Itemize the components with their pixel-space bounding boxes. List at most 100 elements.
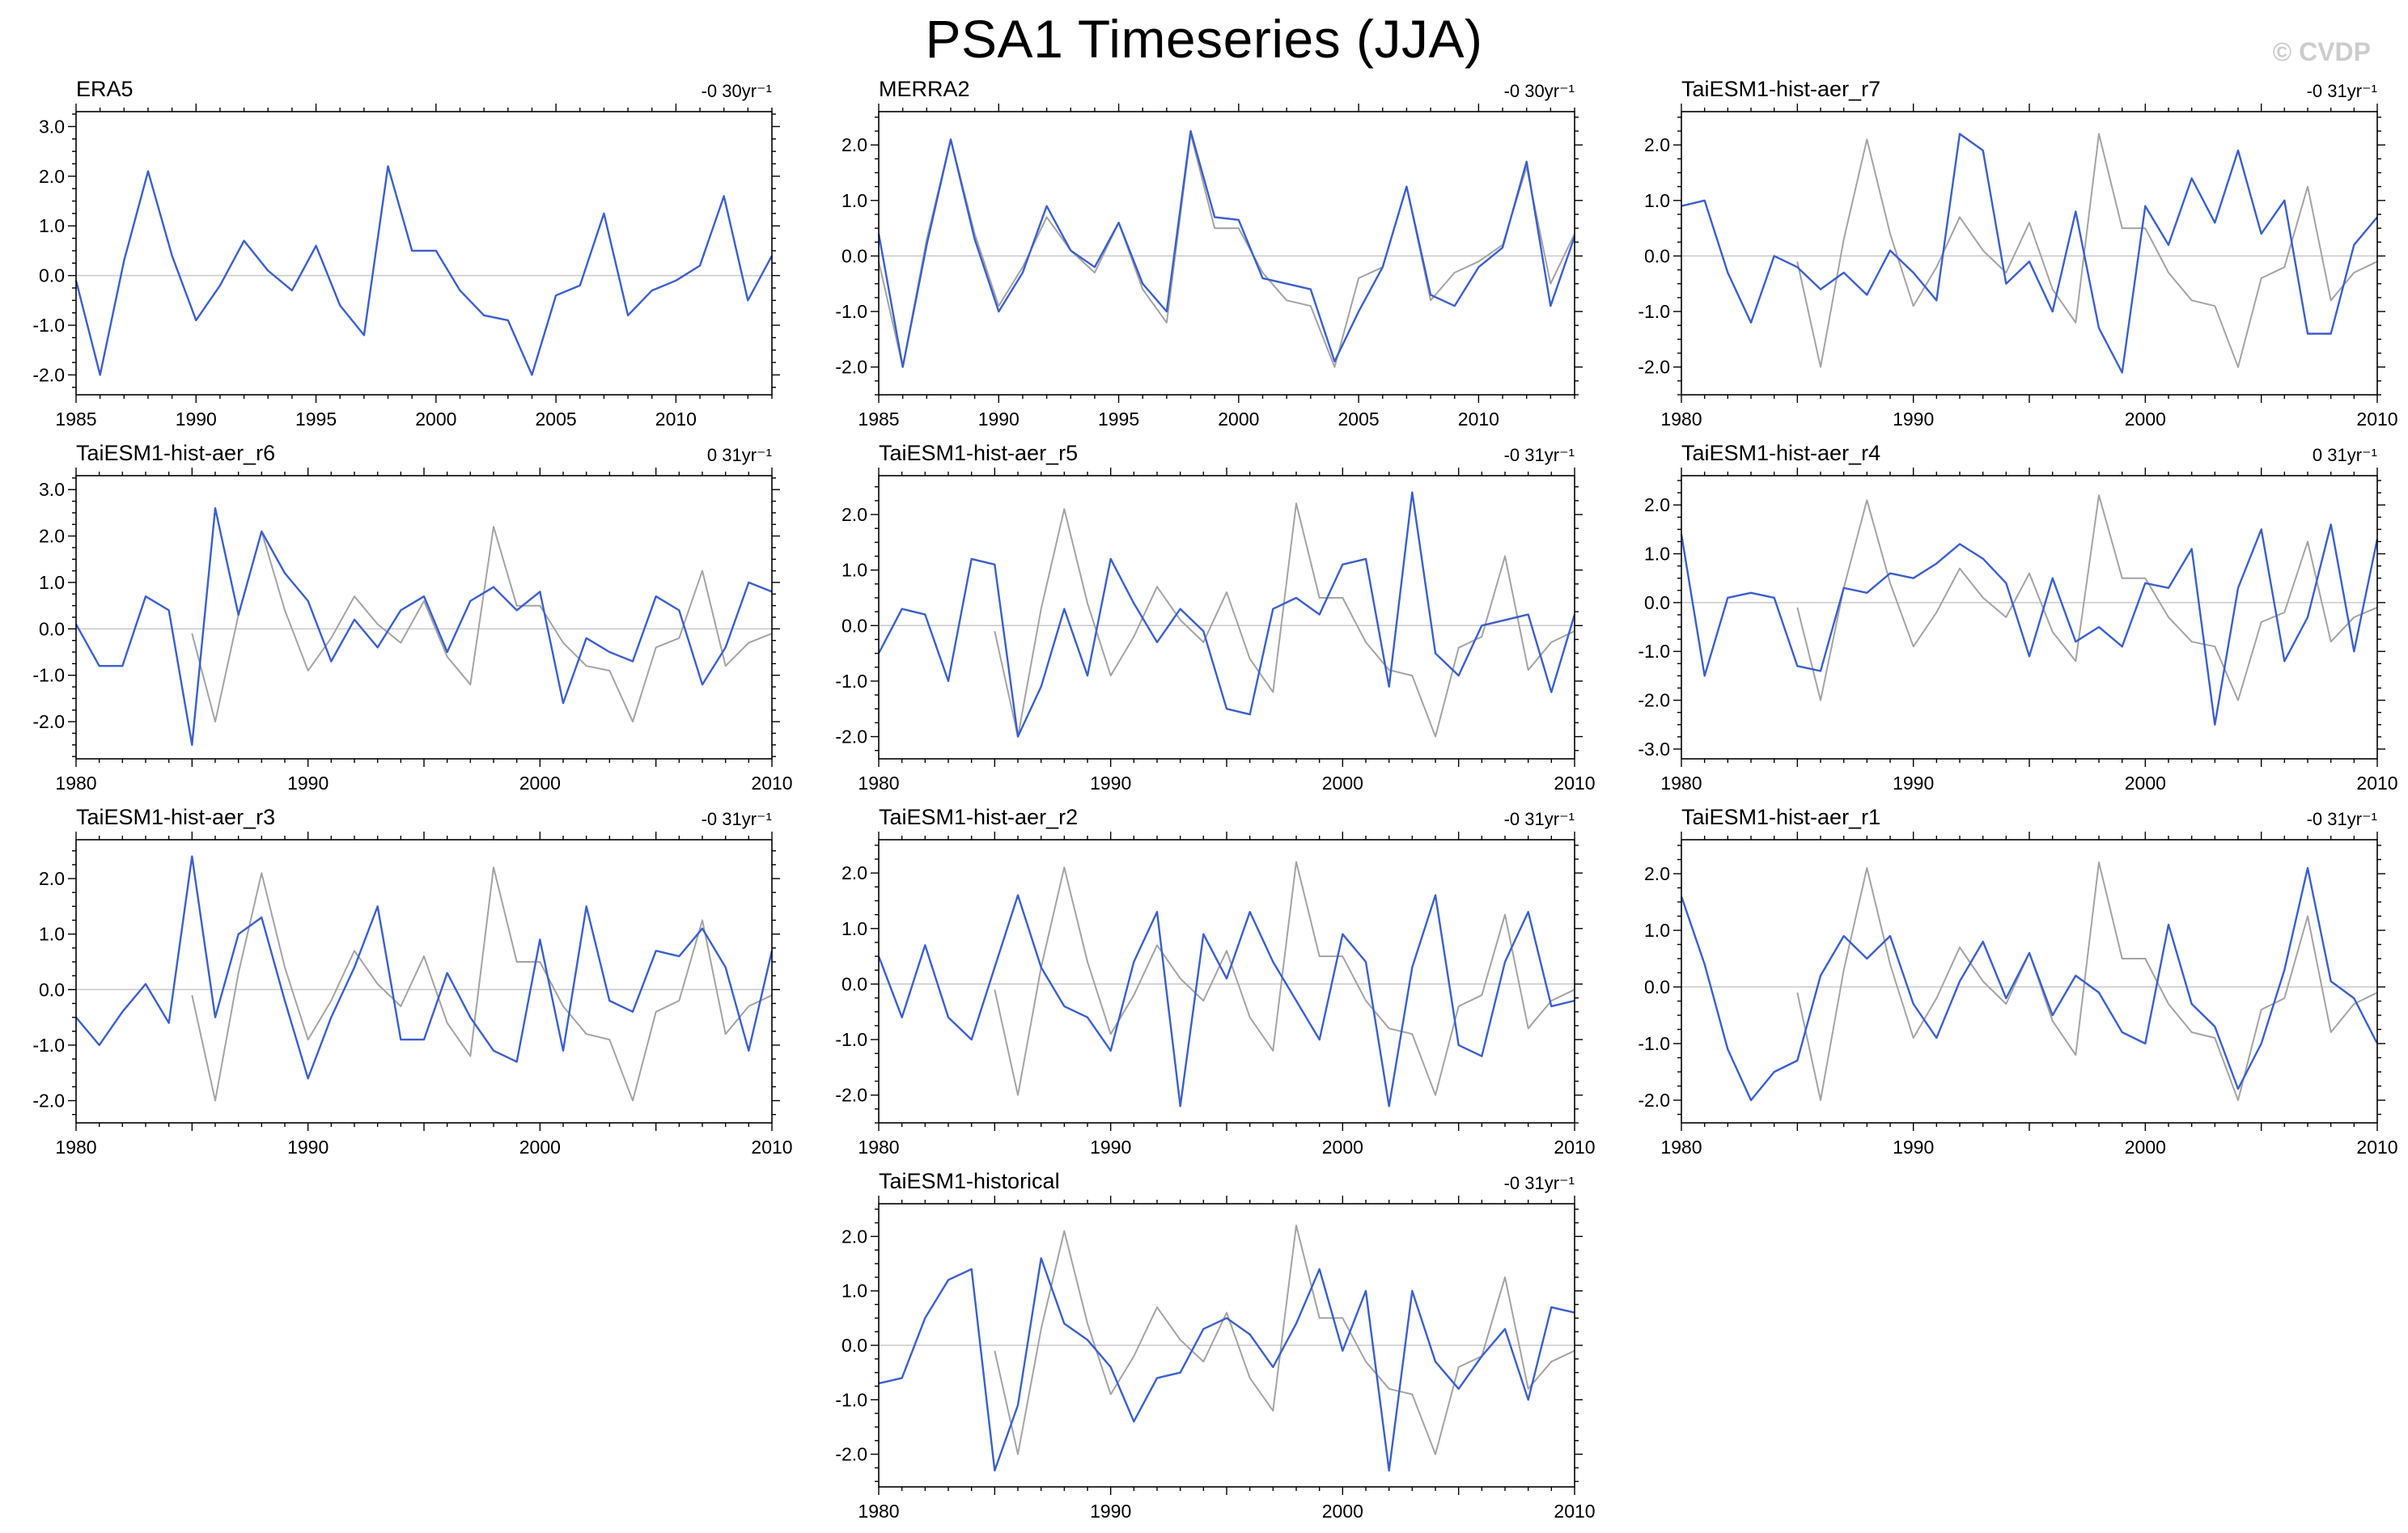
trend-label: -0 31yr⁻¹ [701,809,772,829]
svg-text:2000: 2000 [2125,1137,2166,1158]
svg-text:2.0: 2.0 [39,166,65,187]
svg-text:-2.0: -2.0 [835,357,867,378]
svg-text:2010: 2010 [1554,1501,1595,1522]
svg-text:1995: 1995 [295,409,337,430]
svg-text:2010: 2010 [1458,409,1499,430]
panel-title: TaiESM1-hist-aer_r4 [1681,441,1881,465]
svg-text:1995: 1995 [1098,409,1139,430]
svg-text:0.0: 0.0 [1644,976,1670,997]
panel-title: TaiESM1-hist-aer_r1 [1681,805,1881,829]
svg-text:0.0: 0.0 [1644,592,1670,613]
svg-text:1990: 1990 [287,1137,329,1158]
svg-text:2.0: 2.0 [39,526,65,547]
timeseries-plot: 1980 1990 2000 2010 -2.0 -1.0 0.0 1.0 2.0 [1638,104,2398,430]
svg-text:1980: 1980 [55,1137,96,1158]
svg-text:1.0: 1.0 [1644,920,1670,941]
svg-text:2.0: 2.0 [842,862,867,883]
timeseries-plot: 1980 1990 2000 2010 -2.0 -1.0 0.0 1.0 2.0 [835,1196,1596,1522]
svg-text:1990: 1990 [287,773,329,794]
svg-text:0.0: 0.0 [842,615,867,636]
svg-text:1990: 1990 [978,409,1020,430]
chart-panel: TaiESM1-hist-aer_r2 -0 31yr⁻¹ 1980 1990 20… [803,801,1605,1165]
svg-text:2000: 2000 [519,1137,561,1158]
svg-text:1.0: 1.0 [842,1281,867,1302]
svg-text:-1.0: -1.0 [1638,1033,1670,1054]
timeseries-plot: 1980 1990 2000 2010 -2.0 -1.0 0.0 1.0 2.0 [835,468,1596,794]
svg-text:3.0: 3.0 [39,116,65,137]
svg-text:2010: 2010 [1554,773,1595,794]
svg-text:2005: 2005 [1338,409,1380,430]
trend-label: -0 31yr⁻¹ [1503,1173,1575,1193]
svg-text:1.0: 1.0 [842,918,867,939]
svg-text:2000: 2000 [415,409,456,430]
svg-text:1980: 1980 [858,1137,899,1158]
svg-text:0.0: 0.0 [39,618,65,639]
timeseries-plot: 1985 1990 1995 2000 2005 2010 -2.0 -1.0 0.0 1.0 2.… [835,104,1583,430]
panel-header: ERA5 -0 30yr⁻¹ [76,73,772,100]
panel-header: MERRA2 -0 30yr⁻¹ [879,73,1575,100]
svg-text:1980: 1980 [858,1501,899,1522]
svg-text:1.0: 1.0 [39,215,65,236]
panel-header: TaiESM1-hist-aer_r7 -0 31yr⁻¹ [1681,73,2377,100]
panel-title: TaiESM1-hist-aer_r2 [879,805,1079,829]
svg-text:1990: 1990 [1090,773,1131,794]
chart-panel: MERRA2 -0 30yr⁻¹ 1985 1990 1995 2000 2005 201… [803,73,1605,437]
timeseries-plot: 1980 1990 2000 2010 -2.0 -1.0 0.0 1.0 2.0 [1638,832,2398,1158]
svg-text:1985: 1985 [858,409,899,430]
svg-text:2010: 2010 [655,409,697,430]
svg-text:0.0: 0.0 [842,245,867,266]
timeseries-plot: 1980 1990 2000 2010 -3.0 -2.0 -1.0 0.0 1.0 2.0 [1638,468,2398,794]
page-title: PSA1 Timeseries (JJA) [925,9,1483,69]
panel-header: TaiESM1-hist-aer_r5 -0 31yr⁻¹ [879,437,1575,464]
svg-text:2000: 2000 [1218,409,1259,430]
svg-text:-2.0: -2.0 [835,1444,867,1465]
svg-text:-1.0: -1.0 [835,671,867,692]
chart-panel: TaiESM1-hist-aer_r6 0 31yr⁻¹ 1980 1990 200… [0,437,803,801]
panel-title: MERRA2 [879,77,970,101]
svg-text:2000: 2000 [1322,773,1363,794]
panel-title: TaiESM1-hist-aer_r5 [879,441,1079,465]
svg-text:-2.0: -2.0 [1638,357,1670,378]
svg-text:2.0: 2.0 [842,504,867,525]
svg-text:2.0: 2.0 [39,868,65,889]
timeseries-plot: 1985 1990 1995 2000 2005 2010 -2.0 -1.0 0.0 1.0 2.… [32,104,780,430]
svg-text:-2.0: -2.0 [1638,1090,1670,1111]
trend-label: -0 31yr⁻¹ [1503,445,1575,465]
svg-text:2005: 2005 [536,409,577,430]
svg-text:1985: 1985 [55,409,96,430]
chart-panel: TaiESM1-hist-aer_r1 -0 31yr⁻¹ 1980 1990 20… [1605,801,2408,1165]
timeseries-plot: 1980 1990 2000 2010 -2.0 -1.0 0.0 1.0 2.0 [32,832,793,1158]
panel-title: TaiESM1-hist-aer_r3 [76,805,276,829]
svg-text:1.0: 1.0 [39,572,65,593]
svg-text:1990: 1990 [1090,1501,1131,1522]
svg-text:2010: 2010 [751,773,792,794]
svg-text:1990: 1990 [176,409,217,430]
trend-label: -0 30yr⁻¹ [701,81,772,101]
svg-text:2.0: 2.0 [842,1226,867,1247]
svg-text:2010: 2010 [2356,1137,2397,1158]
svg-text:0.0: 0.0 [39,265,65,286]
svg-text:-2.0: -2.0 [1638,690,1670,711]
svg-text:2010: 2010 [1554,1137,1595,1158]
svg-text:3.0: 3.0 [39,479,65,500]
svg-text:1.0: 1.0 [1644,190,1670,211]
svg-text:2010: 2010 [2356,409,2397,430]
svg-text:-3.0: -3.0 [1638,739,1670,760]
panel-title: ERA5 [76,77,134,101]
svg-text:0.0: 0.0 [842,973,867,994]
svg-text:-1.0: -1.0 [835,1389,867,1410]
svg-text:1.0: 1.0 [39,924,65,945]
panel-header: TaiESM1-hist-aer_r2 -0 31yr⁻¹ [879,801,1575,828]
svg-text:1980: 1980 [858,773,899,794]
chart-panel: TaiESM1-hist-aer_r4 0 31yr⁻¹ 1980 1990 200… [1605,437,2408,801]
chart-panel: TaiESM1-hist-aer_r3 -0 31yr⁻¹ 1980 1990 20… [0,801,803,1165]
svg-text:2.0: 2.0 [1644,863,1670,884]
trend-label: -0 31yr⁻¹ [2306,809,2377,829]
trend-label: 0 31yr⁻¹ [706,445,772,465]
svg-text:-1.0: -1.0 [32,315,65,336]
svg-text:1990: 1990 [1893,1137,1934,1158]
svg-text:-2.0: -2.0 [32,1090,65,1112]
trend-label: -0 31yr⁻¹ [2306,81,2377,101]
trend-label: 0 31yr⁻¹ [2312,445,2377,465]
